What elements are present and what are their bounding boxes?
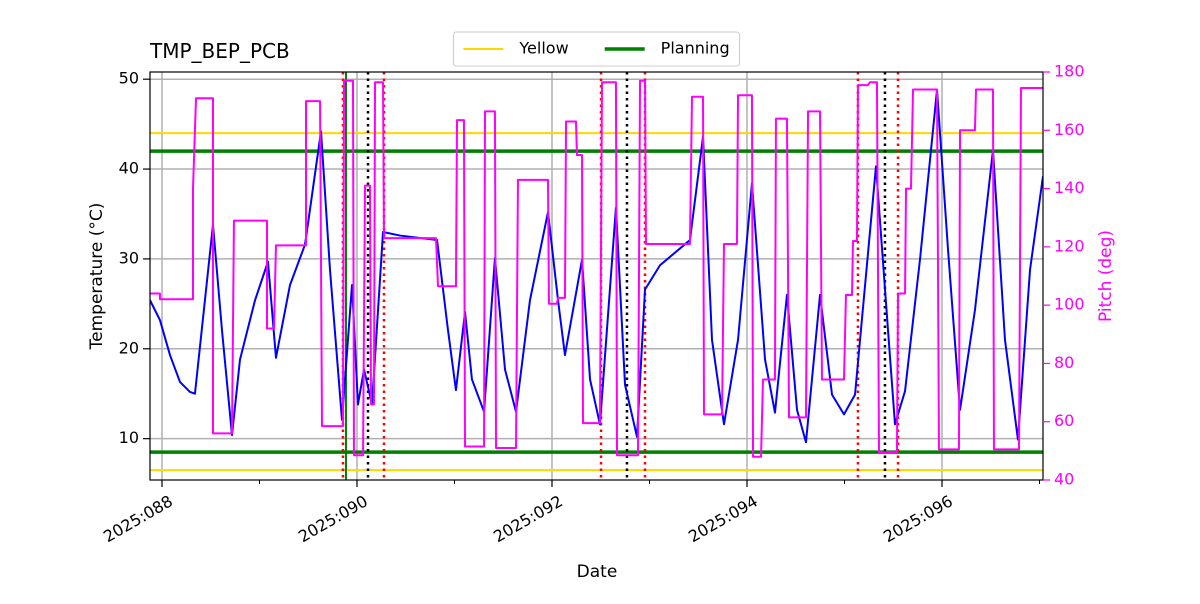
y2-tick-label: 40 [1054,470,1074,489]
plot-area [150,72,1043,480]
legend-label: Planning [661,39,730,58]
y-tick-label: 30 [119,248,139,267]
grid [150,72,1043,480]
chart-title: TMP_BEP_PCB [149,39,290,63]
y2-tick-label: 80 [1054,353,1074,372]
x-tick-label: 2025:092 [490,491,566,546]
x-axis-label: Date [577,562,618,582]
legend-label: Yellow [518,39,568,58]
legend: Yellow Planning [452,31,741,67]
y2-tick-label: 140 [1054,178,1085,197]
x-tick-label: 2025:090 [295,491,371,546]
y-tick-label: 20 [119,338,139,357]
y2-tick-label: 60 [1054,411,1074,430]
series-line [150,88,1043,444]
y2-axis-label: Pitch (deg) [1096,230,1116,322]
y2-tick-label: 160 [1054,120,1085,139]
y2-tick-label: 120 [1054,236,1085,255]
x-tick-label: 2025:094 [685,491,761,546]
x-tick-label: 2025:096 [880,491,956,546]
y2-tick-label: 180 [1054,62,1085,81]
y-tick-label: 10 [119,428,139,447]
x-tick-label: 2025:088 [100,491,176,546]
y-axis-label: Temperature (°C) [87,203,107,351]
y-tick-label: 40 [119,159,139,178]
y-tick-label: 50 [119,69,139,88]
series-line [150,79,1043,458]
axes-frame [149,71,1044,481]
legend-box [452,31,741,67]
y2-tick-label: 100 [1054,295,1085,314]
